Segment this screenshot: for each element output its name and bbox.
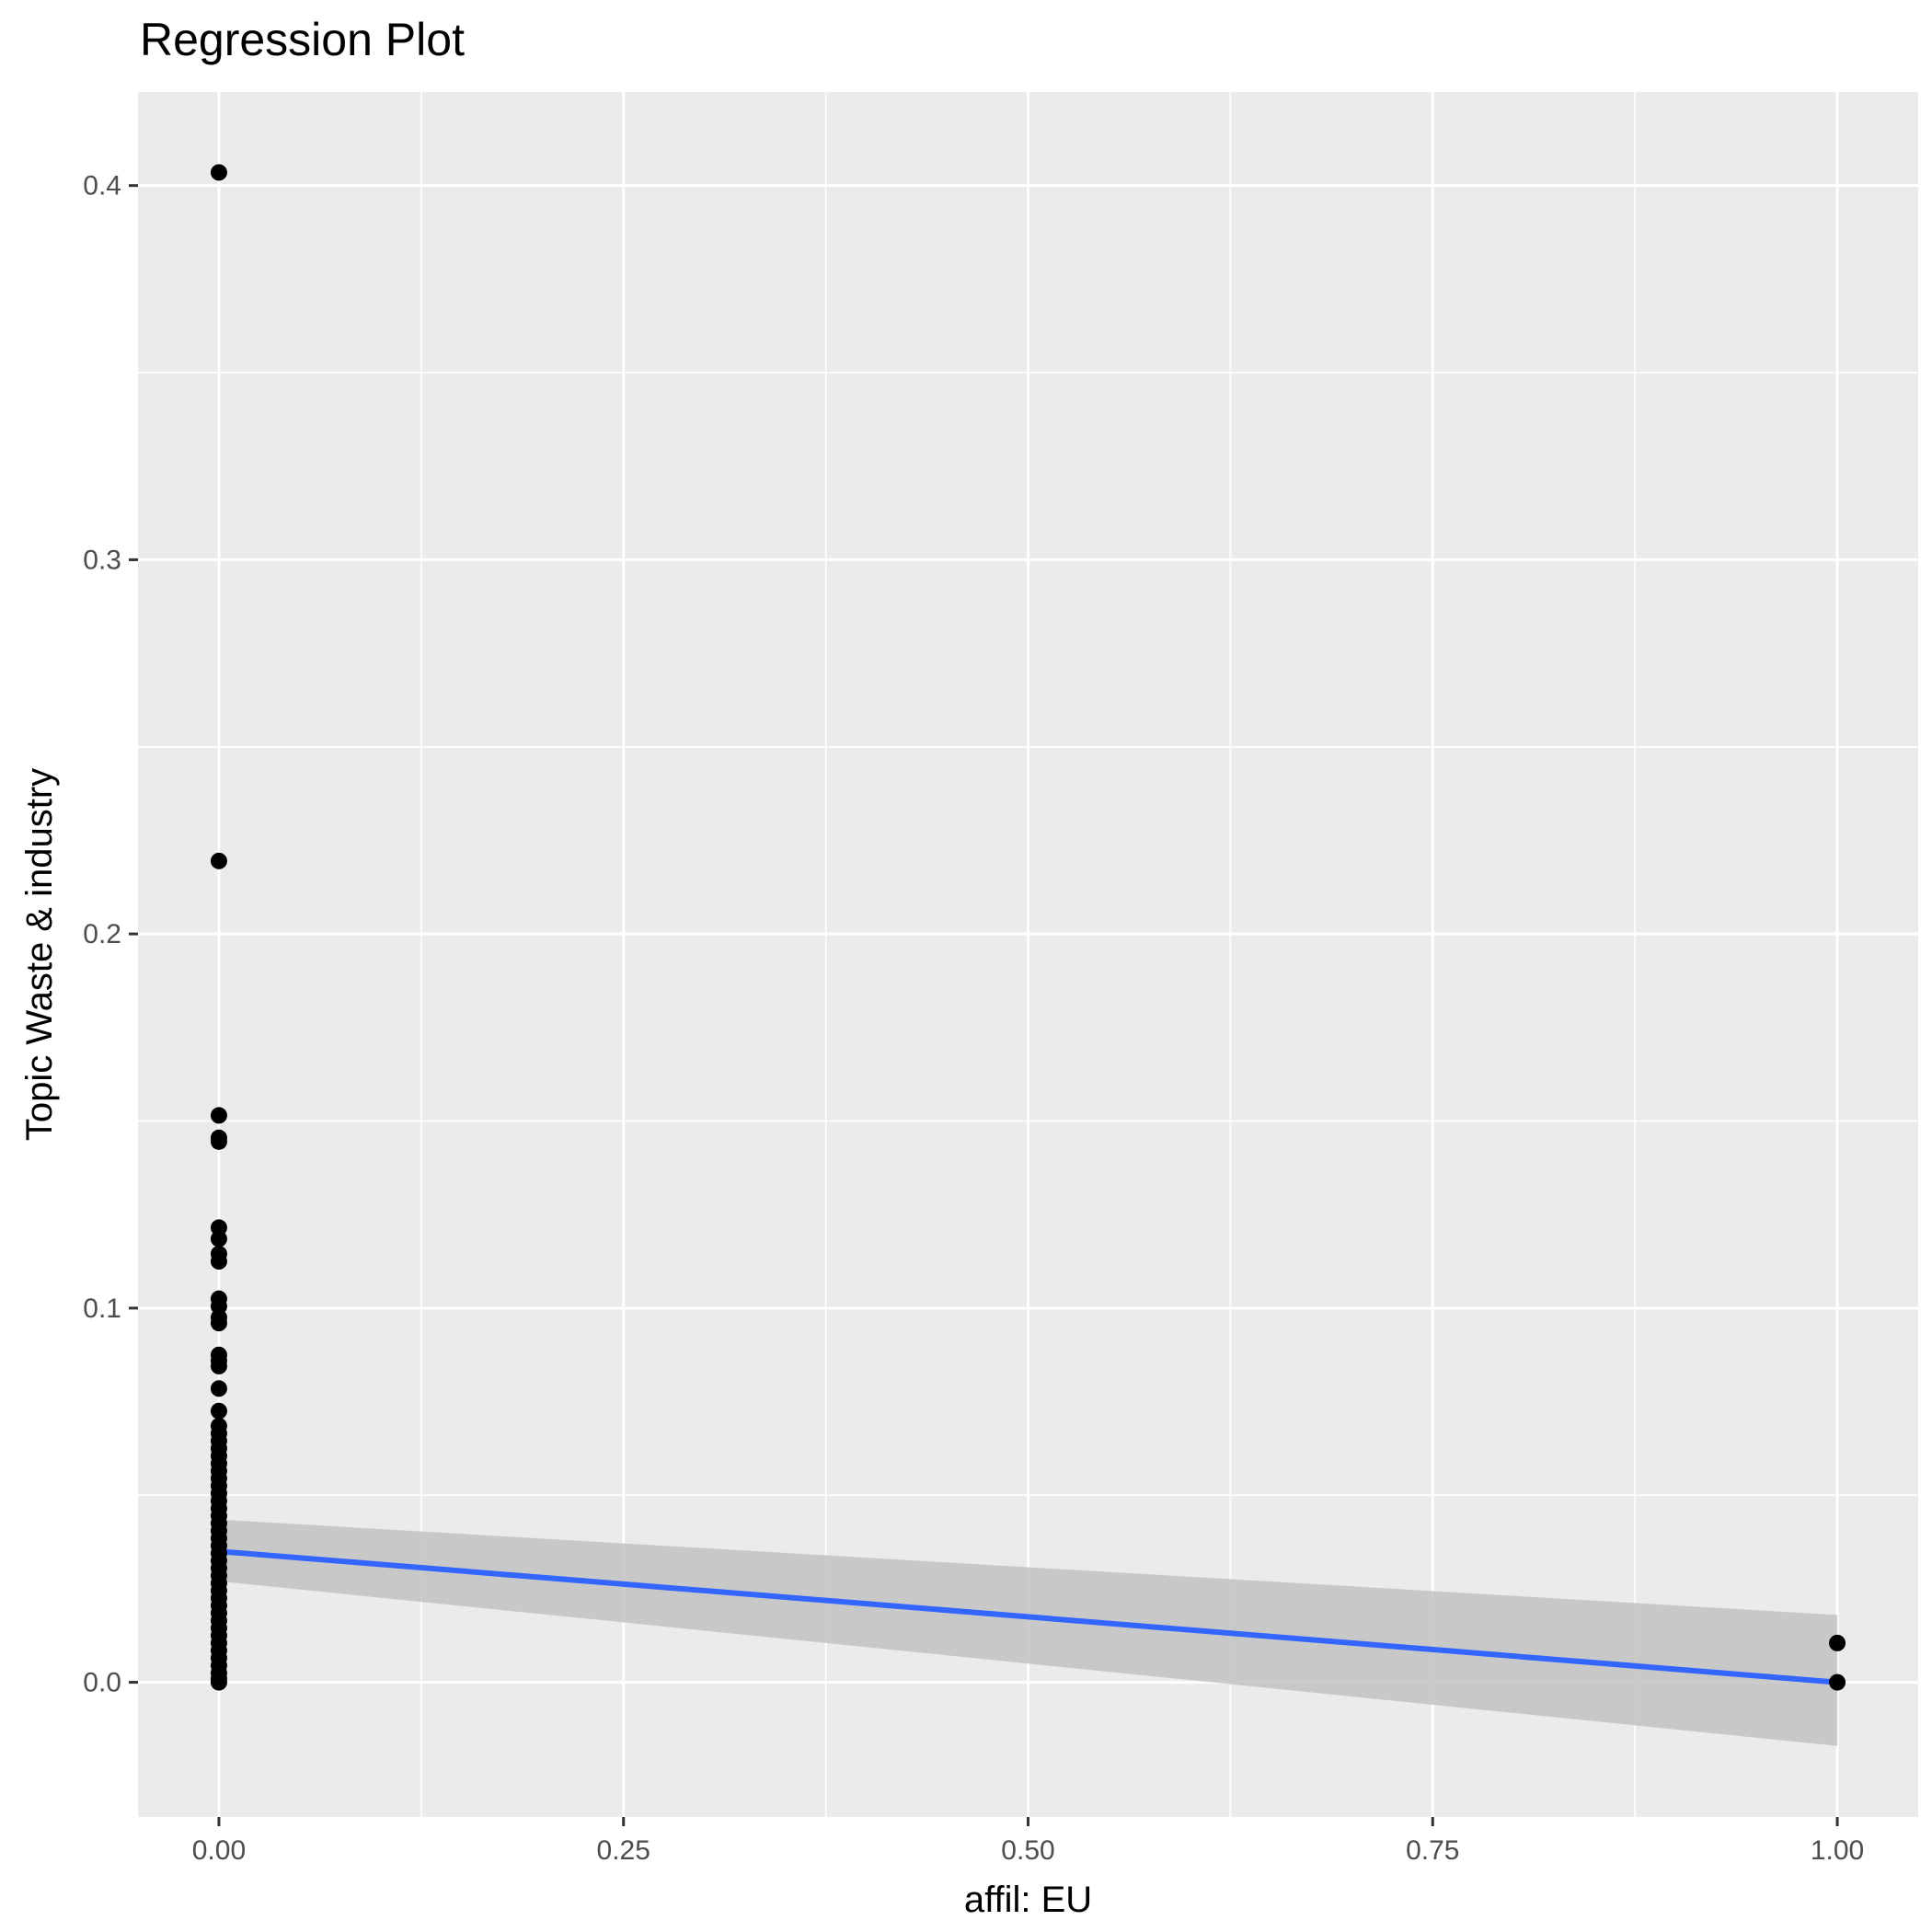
regression-line-layer bbox=[218, 1548, 1838, 1685]
x-tick-label: 0.75 bbox=[1406, 1835, 1459, 1866]
confidence-band-layer bbox=[218, 1519, 1838, 1746]
x-tick-label: 0.25 bbox=[597, 1835, 650, 1866]
x-axis-title: affil: EU bbox=[964, 1880, 1092, 1920]
data-point bbox=[210, 1107, 227, 1124]
regression-line bbox=[218, 1548, 1838, 1685]
data-point bbox=[210, 1315, 227, 1332]
data-point bbox=[210, 852, 227, 869]
x-tick-label: 1.00 bbox=[1811, 1835, 1864, 1866]
x-tick-label: 0.00 bbox=[192, 1835, 246, 1866]
y-axis-title: Topic Waste & industry bbox=[19, 768, 60, 1141]
y-tick-label: 0.0 bbox=[83, 1668, 121, 1698]
x-tick-label: 0.50 bbox=[1001, 1835, 1054, 1866]
x-axis-ticks: 0.00 0.25 0.50 0.75 1.00 bbox=[192, 1817, 1864, 1866]
y-tick-label: 0.3 bbox=[83, 545, 121, 575]
data-point bbox=[210, 1357, 227, 1374]
data-points bbox=[210, 164, 1846, 1691]
data-point bbox=[210, 164, 227, 181]
data-point bbox=[1829, 1634, 1846, 1651]
data-point bbox=[210, 1230, 227, 1248]
data-point bbox=[1829, 1673, 1846, 1691]
data-point bbox=[210, 1673, 227, 1691]
data-point bbox=[210, 1380, 227, 1397]
confidence-band bbox=[218, 1519, 1838, 1746]
y-axis-ticks: 0.0 0.1 0.2 0.3 0.4 bbox=[83, 171, 138, 1698]
data-point bbox=[210, 1133, 227, 1150]
chart-title: Regression Plot bbox=[140, 14, 465, 65]
y-tick-label: 0.2 bbox=[83, 919, 121, 949]
y-tick-label: 0.4 bbox=[83, 171, 121, 201]
data-point bbox=[210, 1253, 227, 1271]
y-tick-label: 0.1 bbox=[83, 1294, 121, 1324]
data-point bbox=[210, 1402, 227, 1420]
